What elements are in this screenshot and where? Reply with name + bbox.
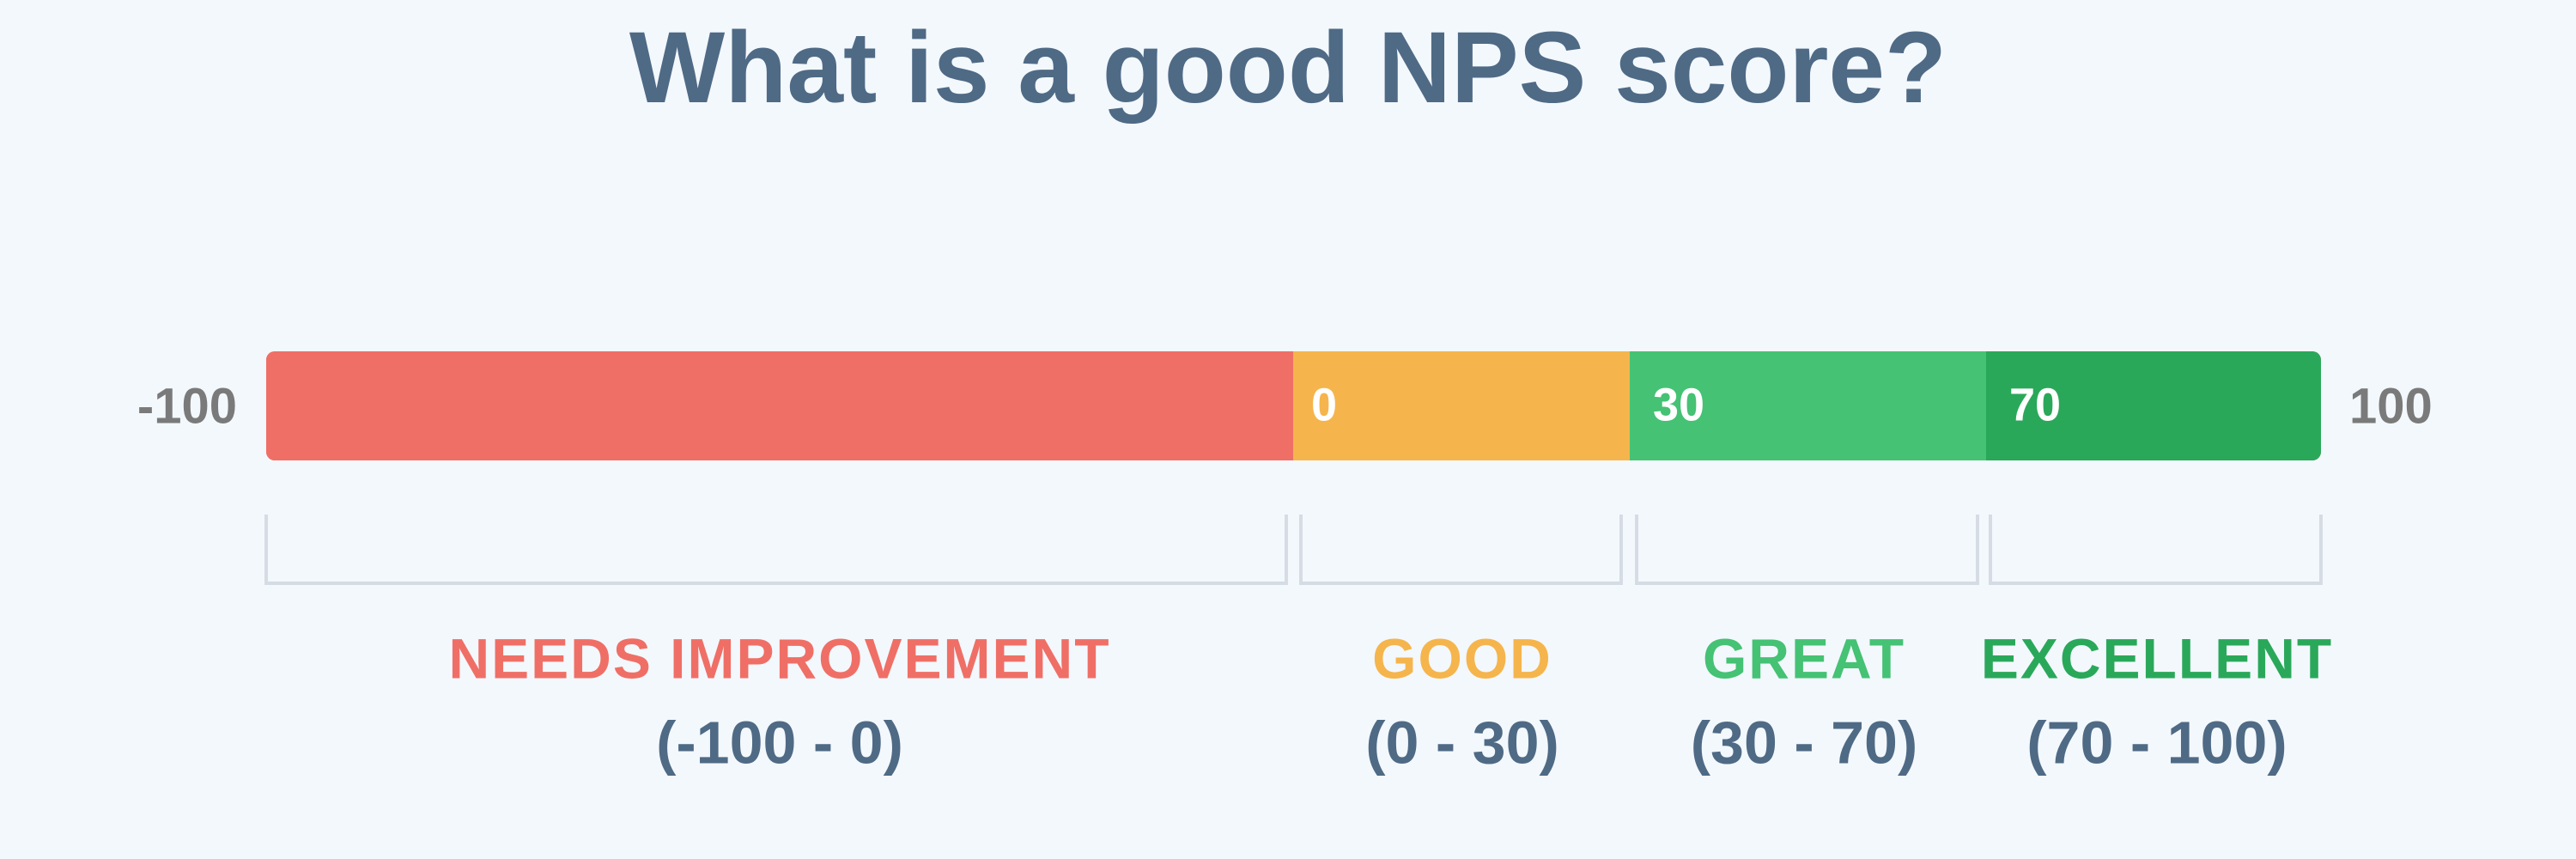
segment-range: (-100 - 0)	[656, 709, 903, 776]
title: What is a good NPS score?	[629, 11, 1947, 125]
segment-name: NEEDS IMPROVEMENT	[448, 626, 1110, 690]
segment-range: (70 - 100)	[2026, 709, 2287, 776]
segment-start: 0	[1311, 379, 1337, 430]
bracket	[1989, 515, 2323, 585]
segment-good	[1293, 351, 1630, 460]
scale-max: 100	[2349, 378, 2433, 434]
bracket	[1299, 515, 1623, 585]
segment-great	[1630, 351, 1986, 460]
segment-name: GREAT	[1703, 626, 1905, 690]
segment-range: (0 - 30)	[1365, 709, 1559, 776]
segment-range: (30 - 70)	[1691, 709, 1918, 776]
segment-excellent	[1986, 351, 2321, 460]
segment-needs-improvement	[266, 351, 1297, 460]
scale-min: -100	[137, 378, 237, 434]
bracket	[264, 515, 1288, 585]
segment-start: 70	[2009, 379, 2061, 430]
segment-name: EXCELLENT	[1981, 626, 2333, 690]
bracket	[1635, 515, 1979, 585]
segment-start: 30	[1653, 379, 1704, 430]
segment-name: GOOD	[1372, 626, 1552, 690]
